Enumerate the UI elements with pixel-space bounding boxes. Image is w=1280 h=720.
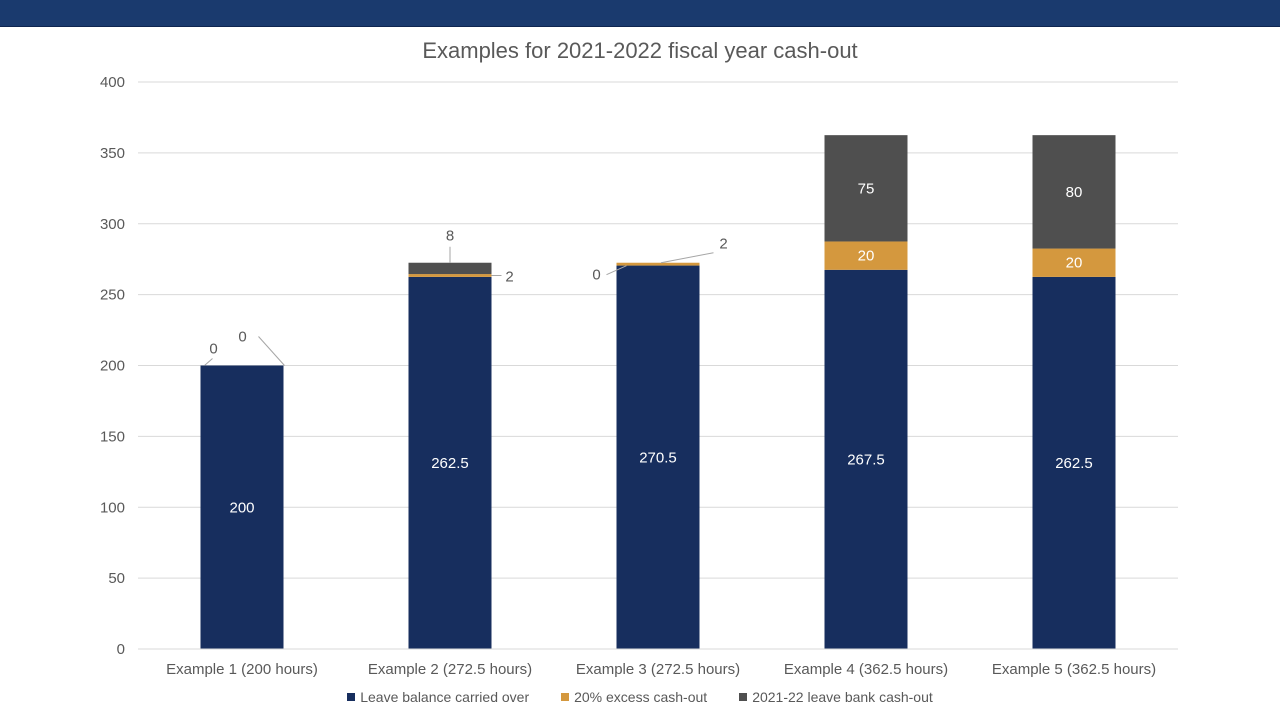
chart-title: Examples for 2021-2022 fiscal year cash-… — [422, 38, 858, 63]
data-label: 262.5 — [431, 455, 469, 472]
bar-segment — [200, 365, 284, 649]
data-label: 2 — [719, 236, 727, 253]
bar-segment — [408, 274, 492, 277]
header-bar — [0, 0, 1280, 27]
bar-segment — [408, 276, 492, 649]
bar-segment — [616, 265, 700, 649]
data-label: 2 — [505, 268, 513, 285]
x-tick-label: Example 2 (272.5 hours) — [368, 661, 532, 678]
bar-segment — [824, 135, 908, 242]
bar-segment — [824, 241, 908, 270]
leader-line — [204, 358, 213, 366]
legend-item: 20% excess cash-out — [561, 689, 707, 705]
y-tick-label: 50 — [108, 570, 125, 587]
bar-segment — [616, 262, 700, 266]
y-tick-label: 100 — [100, 499, 125, 516]
leader-line — [606, 265, 627, 276]
legend-swatch — [347, 693, 356, 701]
chart-legend: Leave balance carried over 20% excess cas… — [0, 689, 1280, 705]
x-tick-label: Example 3 (272.5 hours) — [576, 661, 740, 678]
bar-segment — [1032, 276, 1116, 649]
y-tick-label: 150 — [100, 428, 125, 445]
x-tick-label: Example 5 (362.5 hours) — [992, 661, 1156, 678]
data-label: 20 — [858, 248, 875, 265]
data-label: 270.5 — [639, 449, 677, 466]
leader-line — [258, 336, 285, 366]
legend-label: Leave balance carried over — [360, 689, 530, 705]
legend-swatch — [561, 693, 570, 701]
bar-segment — [824, 269, 908, 649]
data-label: 75 — [858, 180, 875, 197]
legend-swatch — [739, 693, 748, 701]
y-tick-label: 200 — [100, 358, 125, 375]
y-tick-label: 400 — [100, 74, 125, 91]
y-tick-label: 350 — [100, 145, 125, 162]
data-label: 80 — [1066, 184, 1083, 201]
data-label: 267.5 — [847, 451, 885, 468]
legend-label: 2021-22 leave bank cash-out — [752, 689, 933, 705]
leader-line — [660, 252, 714, 264]
bar-segment — [1032, 248, 1116, 277]
x-tick-label: Example 1 (200 hours) — [166, 661, 318, 678]
data-label: 20 — [1066, 255, 1083, 272]
data-label: 0 — [209, 341, 217, 358]
data-label: 200 — [229, 499, 254, 516]
legend-item: Leave balance carried over — [347, 689, 529, 705]
data-label: 0 — [592, 267, 600, 284]
y-tick-label: 300 — [100, 216, 125, 233]
y-tick-label: 250 — [100, 287, 125, 304]
data-label: 262.5 — [1055, 455, 1093, 472]
bar-segment — [408, 262, 492, 275]
x-tick-label: Example 4 (362.5 hours) — [784, 661, 948, 678]
legend-item: 2021-22 leave bank cash-out — [739, 689, 933, 705]
bar-segment — [1032, 135, 1116, 249]
data-label: 0 — [238, 329, 246, 346]
data-label: 8 — [446, 228, 454, 245]
legend-label: 20% excess cash-out — [574, 689, 708, 705]
y-tick-label: 0 — [117, 641, 125, 658]
